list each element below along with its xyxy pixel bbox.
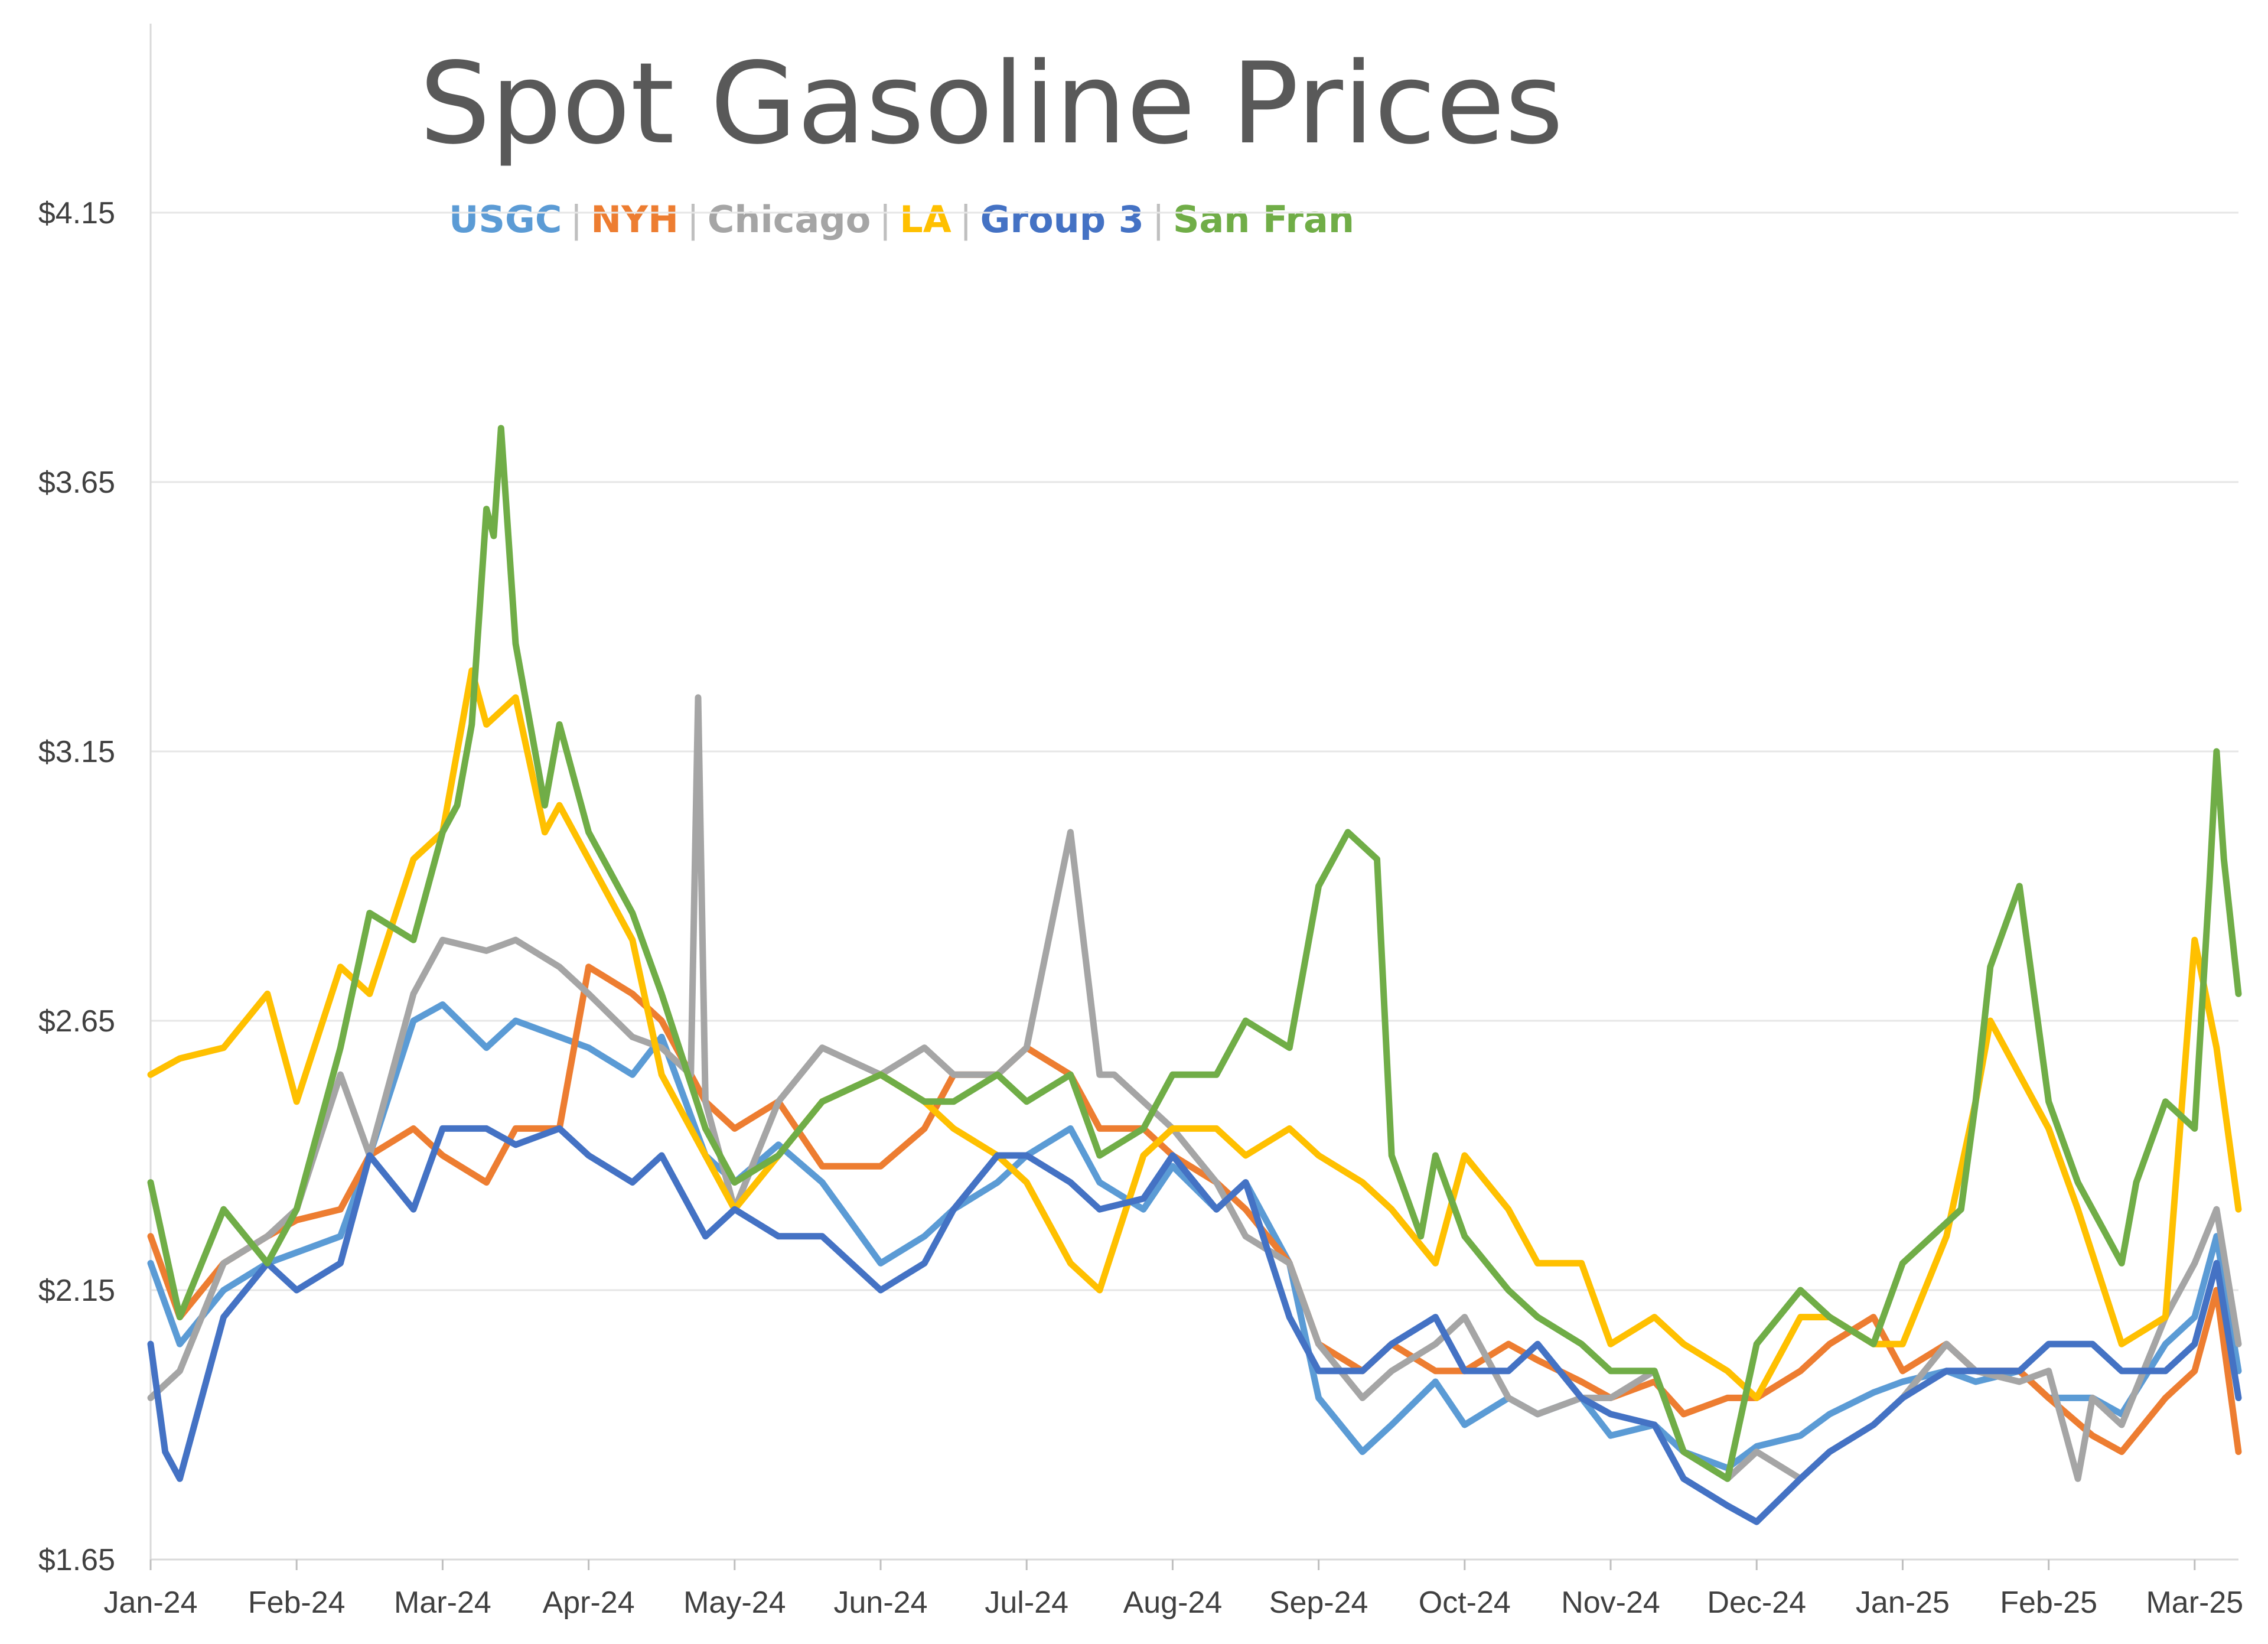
x-tick-label: Jul-24: [985, 1586, 1068, 1620]
series-line-san-fran: [147, 425, 2242, 1482]
x-tick-label: Jan-24: [104, 1586, 198, 1620]
x-tick-label: Nov-24: [1561, 1586, 1660, 1620]
x-tick-label: Oct-24: [1419, 1586, 1511, 1620]
legend-group-3: Group 3: [980, 198, 1144, 241]
x-tick-label: Dec-24: [1707, 1586, 1806, 1620]
x-tick-label: Mar-25: [2146, 1586, 2243, 1620]
plot-area: [147, 425, 2242, 1525]
series-line-la: [147, 667, 2242, 1401]
legend-san-fran: San Fran: [1172, 198, 1354, 241]
x-tick-label: Mar-24: [394, 1586, 491, 1620]
legend-la: LA: [900, 198, 951, 241]
x-tick-label: Feb-25: [2000, 1586, 2097, 1620]
y-tick-label: $1.65: [38, 1543, 115, 1577]
y-tick-label: $2.65: [38, 1004, 115, 1039]
chart-title: Spot Gasoline Prices: [419, 38, 1564, 169]
y-tick-label: $3.15: [38, 735, 115, 769]
x-tick-label: Sep-24: [1269, 1586, 1368, 1620]
x-tick-label: Aug-24: [1123, 1586, 1223, 1620]
y-tick-label: $3.65: [38, 465, 115, 500]
y-tick-label: $4.15: [38, 196, 115, 230]
x-tick-label: May-24: [683, 1586, 786, 1620]
x-tick-label: Feb-24: [248, 1586, 346, 1620]
y-axis: $1.65 $2.15 $2.65 $3.15 $3.65 $4.15: [38, 24, 152, 1577]
legend-chicago: Chicago: [707, 198, 871, 241]
legend-nyh: NYH: [591, 198, 679, 241]
legend-usgc: USGC: [449, 198, 562, 241]
x-tick-label: Jan-25: [1856, 1586, 1950, 1620]
series-line-group-3: [147, 1125, 2242, 1525]
series-line-chicago: [147, 694, 2242, 1482]
x-tick-label: Apr-24: [543, 1586, 635, 1620]
x-axis: Jan-24 Feb-24 Mar-24 Apr-24 May-24 Jun-24 Jul-…: [104, 1558, 2243, 1620]
y-tick-label: $2.15: [38, 1274, 115, 1308]
x-tick-label: Jun-24: [834, 1586, 928, 1620]
legend: USGC | NYH | Chicago | LA | Group 3 | San Fran: [449, 198, 1354, 241]
